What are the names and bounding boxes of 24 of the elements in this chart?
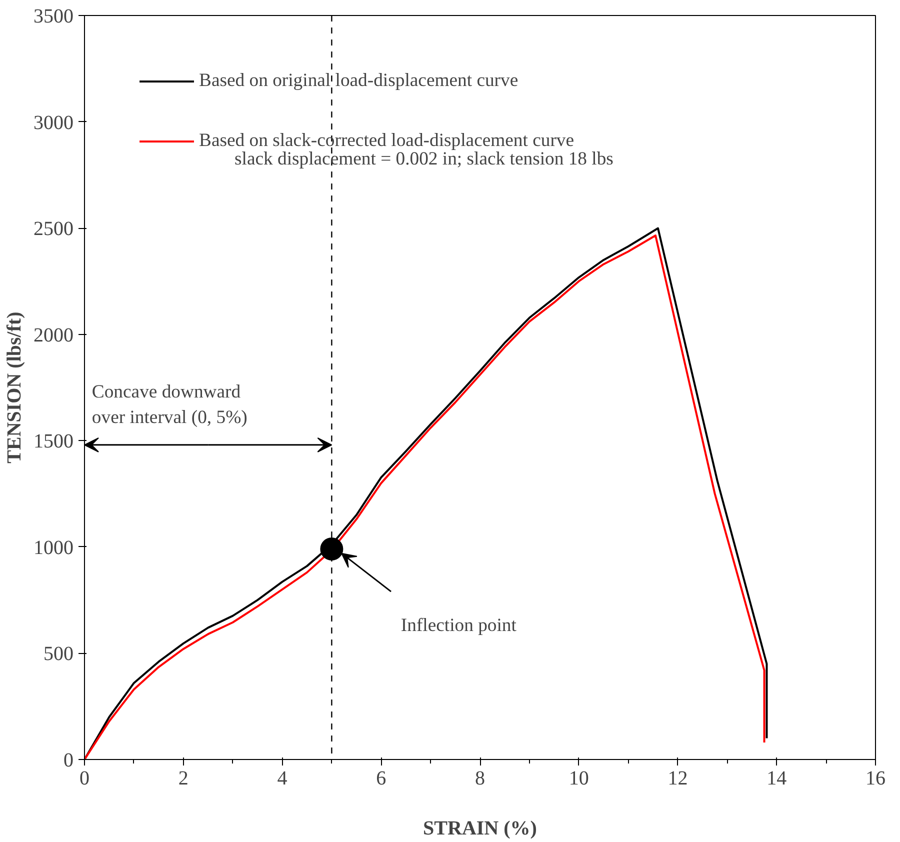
x-tick-label: 2 <box>178 768 188 790</box>
x-axis-title: STRAIN (%) <box>423 818 537 840</box>
legend-label: Based on slack-corrected load-displacement curve <box>199 130 574 152</box>
x-tick-label: 6 <box>376 768 386 790</box>
x-tick-label: 4 <box>277 768 288 790</box>
annotation: Inflection point <box>400 615 518 636</box>
y-tick-label: 3000 <box>34 112 74 134</box>
x-tick-label: 12 <box>668 768 688 790</box>
annotation: Concave downward over interval (0, 5%) <box>92 382 248 428</box>
y-tick-label: 2000 <box>34 324 74 346</box>
y-tick-label: 1500 <box>34 430 74 453</box>
y-tick-label: 1000 <box>34 536 74 559</box>
x-tick-label: 8 <box>475 768 485 790</box>
y-tick-label: 0 <box>64 750 74 772</box>
x-tick-label: 16 <box>866 768 886 790</box>
y-tick-label: 500 <box>44 643 74 666</box>
legend-label: Based on original load-displacement curve <box>199 70 518 92</box>
annotation: slack displacement = 0.002 in; slack tension 18 lbs <box>234 148 614 170</box>
x-tick-label: 10 <box>568 768 589 790</box>
x-tick-label: 0 <box>80 768 90 790</box>
y-axis-title: TENSION (lbs/ft) <box>4 312 26 464</box>
y-tick-label: 2500 <box>34 218 74 240</box>
x-tick-label: 14 <box>766 768 787 790</box>
y-tick-label: 3500 <box>34 6 74 28</box>
